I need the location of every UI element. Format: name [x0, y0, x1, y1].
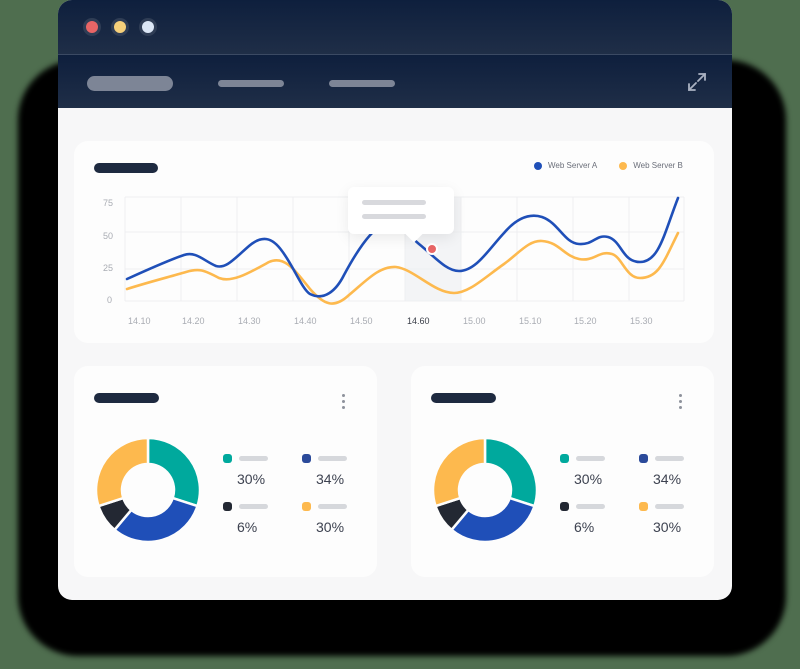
donut-legend-value: 30%	[237, 471, 266, 487]
kebab-menu-icon[interactable]	[342, 394, 346, 412]
x-tick: 14.20	[182, 316, 205, 326]
swatch-teal-icon	[223, 454, 232, 463]
swatch-blue-icon	[302, 454, 311, 463]
hover-marker[interactable]	[426, 243, 438, 255]
series-line-web-server-b[interactable]	[125, 231, 680, 305]
swatch-teal-icon	[560, 454, 569, 463]
donut-card-title-placeholder	[431, 393, 496, 403]
donut-chart[interactable]	[432, 437, 538, 543]
swatch-yellow-icon	[302, 502, 311, 511]
maximize-window-button[interactable]	[142, 21, 154, 33]
legend-label-placeholder	[239, 504, 268, 509]
donut-legend-value: 30%	[574, 471, 603, 487]
legend-label-placeholder	[576, 504, 605, 509]
legend-item-web-server-a[interactable]: Web Server A	[534, 161, 597, 170]
donut-segment-teal[interactable]	[483, 437, 538, 508]
legend-label-placeholder	[318, 504, 347, 509]
donut-legend-item: 30%	[560, 454, 650, 498]
legend-label-placeholder	[655, 456, 684, 461]
nav-bar	[58, 55, 732, 108]
donut-legend-value: 30%	[653, 519, 682, 535]
donut-legend-item: 6%	[560, 502, 650, 546]
title-bar	[58, 0, 732, 55]
donut-chart[interactable]	[95, 437, 201, 543]
x-tick: 14.10	[128, 316, 151, 326]
donut-legend-item: 30%	[223, 454, 313, 498]
legend-label: Web Server B	[633, 161, 683, 170]
x-tick: 15.10	[519, 316, 542, 326]
donut-segment-yellow[interactable]	[95, 437, 150, 508]
legend-label: Web Server A	[548, 161, 598, 170]
donut-card-2: 30% 34% 6% 30%	[411, 366, 714, 577]
donut-segment-yellow[interactable]	[432, 437, 487, 508]
kebab-menu-icon[interactable]	[679, 394, 683, 412]
x-tick: 15.20	[574, 316, 597, 326]
swatch-dark-icon	[223, 502, 232, 511]
x-tick: 14.50	[350, 316, 373, 326]
swatch-yellow-icon	[639, 502, 648, 511]
nav-link-2[interactable]	[329, 80, 395, 87]
donut-legend-item: 30%	[639, 502, 729, 546]
y-tick: 0	[107, 295, 113, 305]
donut-segment-blue[interactable]	[112, 496, 200, 543]
donut-card-1: 30% 34% 6% 30%	[74, 366, 377, 577]
legend-label-placeholder	[655, 504, 684, 509]
legend-item-web-server-b[interactable]: Web Server B	[619, 161, 683, 170]
donut-legend-value: 6%	[237, 519, 258, 535]
legend-dot-icon	[619, 161, 628, 170]
donut-legend-item: 34%	[302, 454, 392, 498]
legend-dot-icon	[534, 161, 542, 170]
line-chart-card: Web Server A Web Server B 75 50 25 0	[74, 141, 714, 343]
swatch-blue-icon	[639, 454, 648, 463]
donut-legend-value: 34%	[653, 471, 682, 487]
x-tick-active: 14.60	[407, 316, 430, 326]
y-tick: 50	[103, 231, 114, 241]
y-tick: 25	[103, 263, 114, 273]
line-chart-plot[interactable]	[74, 141, 714, 343]
x-tick: 15.00	[463, 316, 486, 326]
donut-legend-item: 30%	[302, 502, 392, 546]
y-tick: 75	[103, 198, 114, 208]
donut-segment-blue[interactable]	[449, 496, 537, 543]
donut-legend-value: 6%	[574, 519, 595, 535]
x-tick: 14.30	[238, 316, 261, 326]
nav-link-1[interactable]	[218, 80, 284, 87]
tooltip-line-2	[362, 214, 426, 219]
legend-label-placeholder	[239, 456, 268, 461]
minimize-window-button[interactable]	[114, 21, 126, 33]
brand-logo-placeholder[interactable]	[87, 76, 173, 91]
close-window-button[interactable]	[86, 21, 98, 33]
donut-card-title-placeholder	[94, 393, 159, 403]
legend-label-placeholder	[576, 456, 605, 461]
donut-legend-value: 30%	[316, 519, 345, 535]
x-tick: 15.30	[630, 316, 653, 326]
donut-legend-item: 34%	[639, 454, 729, 498]
app-window: Web Server A Web Server B 75 50 25 0	[58, 0, 732, 600]
donut-legend-item: 6%	[223, 502, 313, 546]
chart-legend: Web Server A Web Server B	[534, 161, 683, 170]
tooltip-line-1	[362, 200, 426, 205]
donut-segment-teal[interactable]	[146, 437, 201, 508]
donut-legend-value: 34%	[316, 471, 345, 487]
line-chart-title-placeholder	[94, 163, 158, 173]
chart-tooltip	[348, 187, 454, 234]
legend-label-placeholder	[318, 456, 347, 461]
expand-arrows-icon[interactable]	[686, 71, 708, 93]
swatch-dark-icon	[560, 502, 569, 511]
x-tick: 14.40	[294, 316, 317, 326]
chart-grid	[124, 196, 685, 302]
